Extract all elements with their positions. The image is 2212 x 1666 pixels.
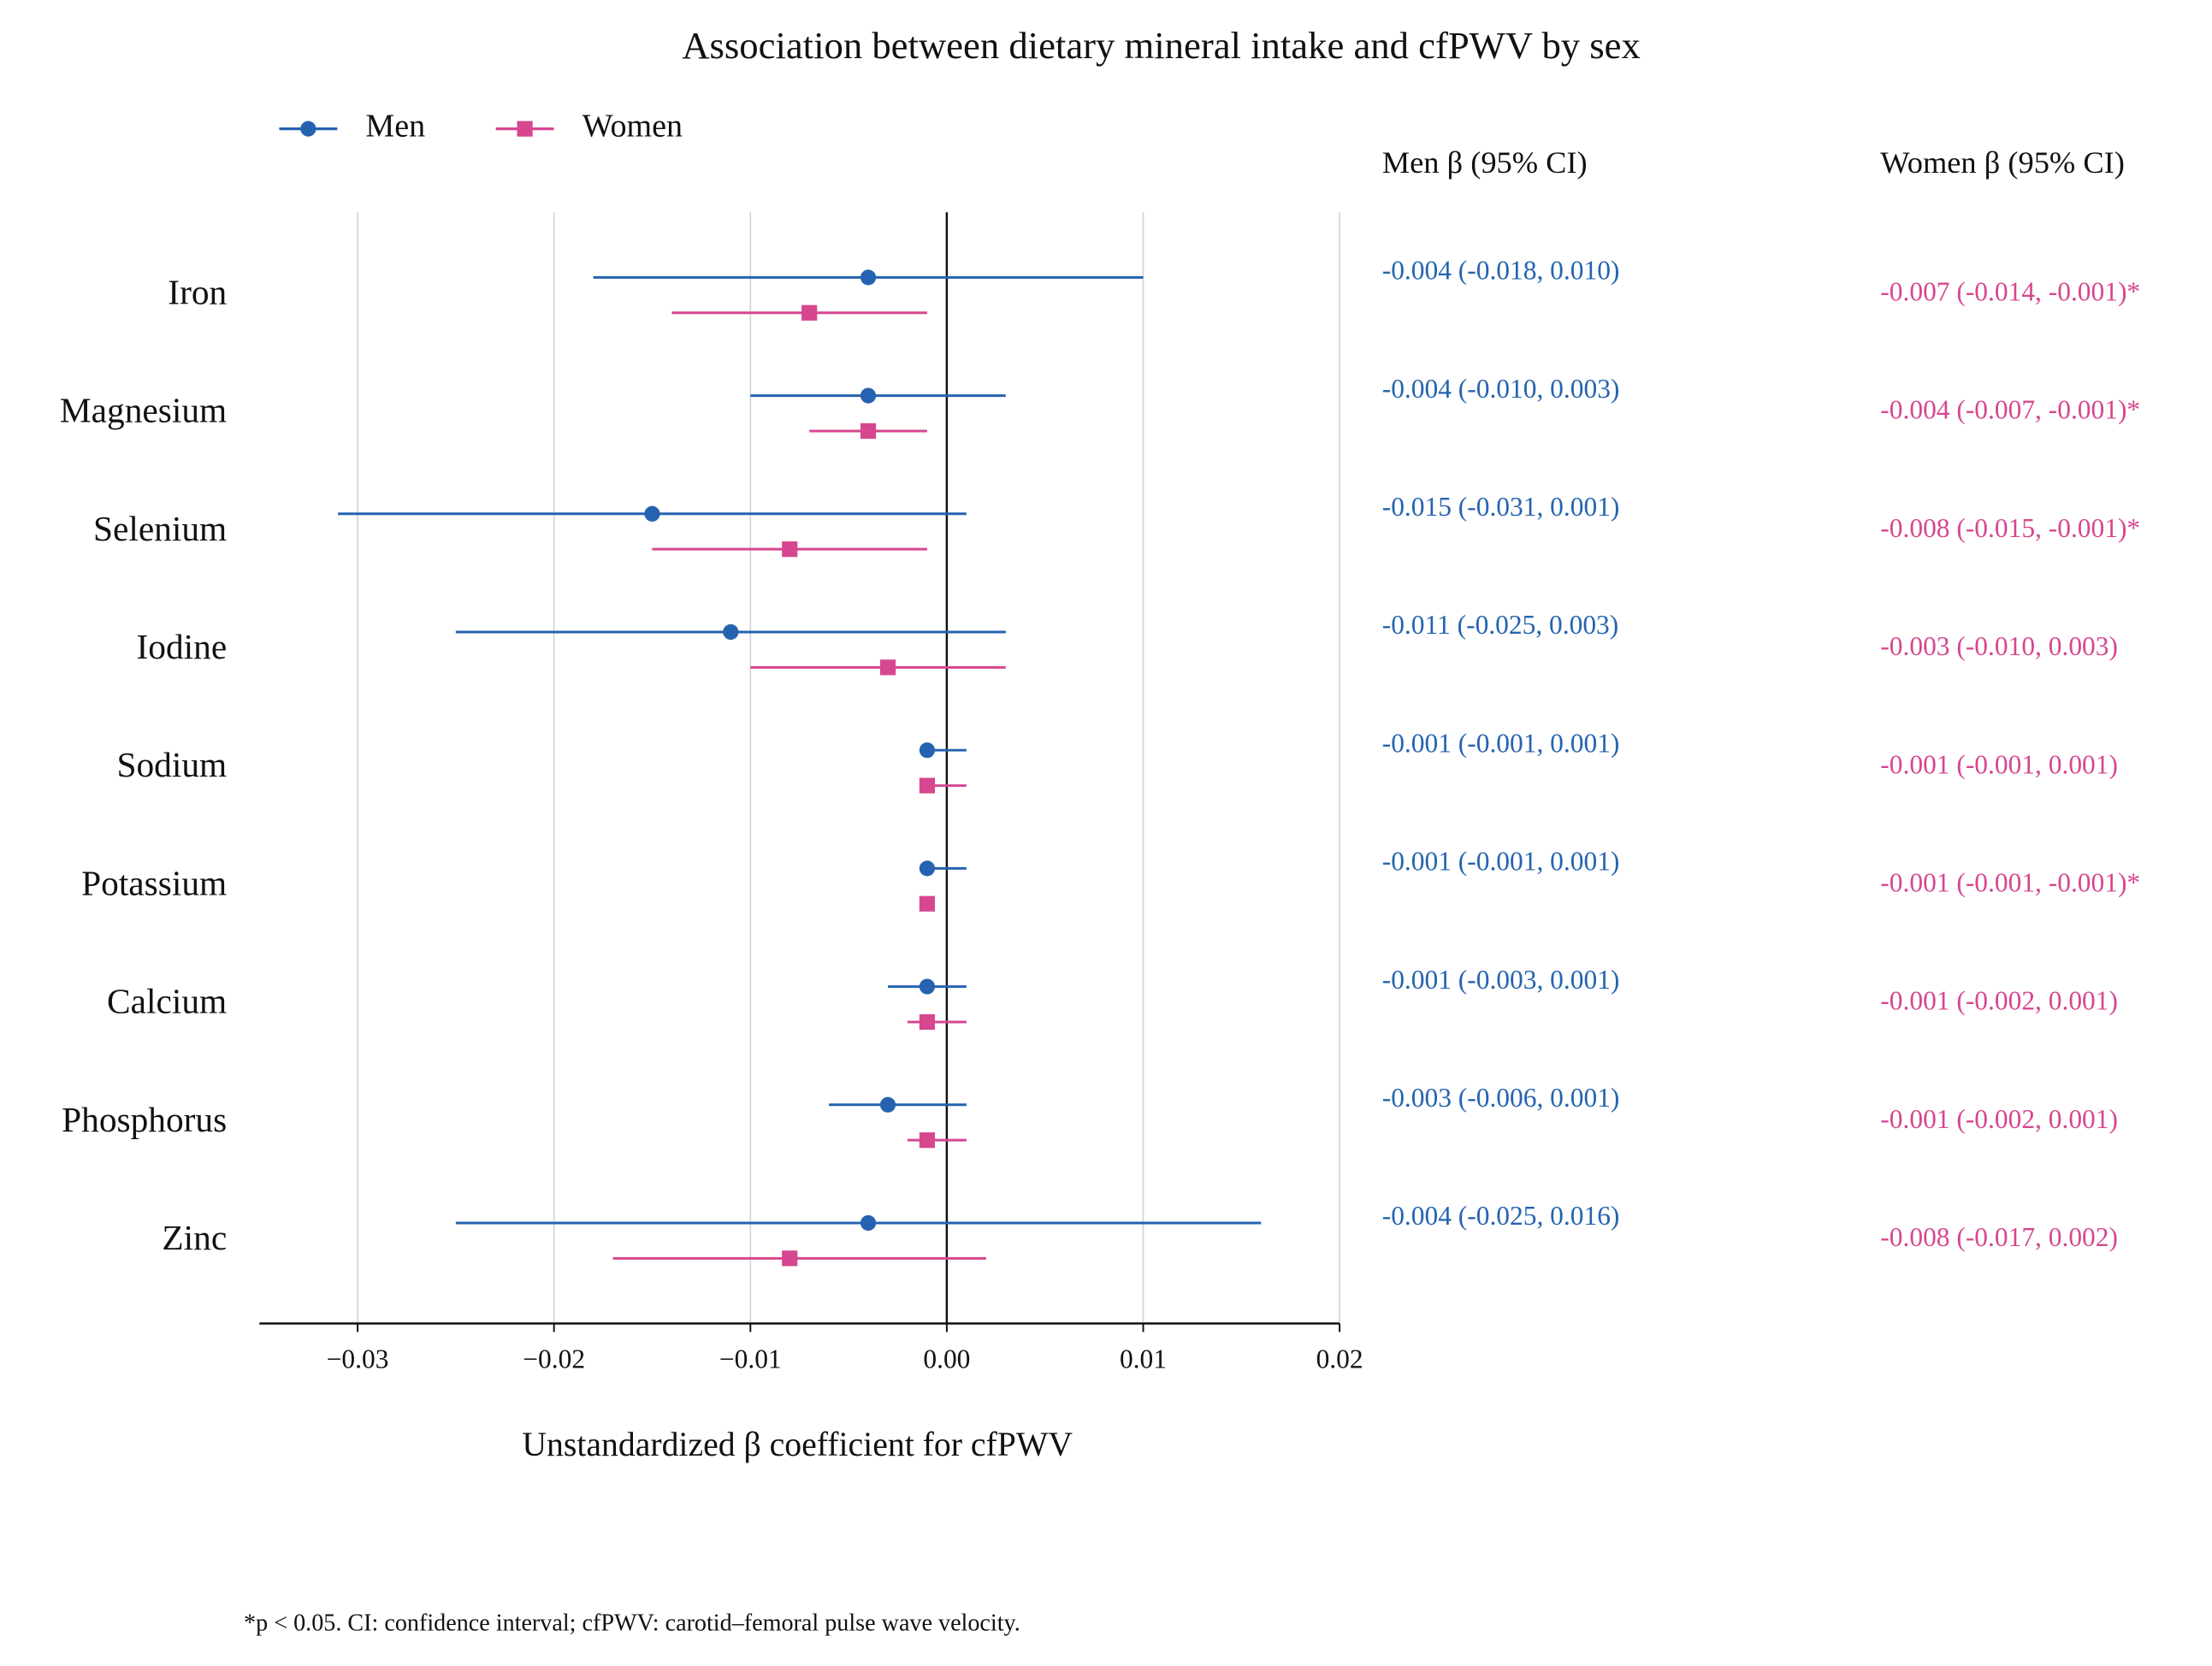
- value-label: -0.001 (-0.001, -0.001)*: [1880, 867, 2140, 897]
- y-tick-label: Sodium: [117, 745, 228, 784]
- value-label: -0.007 (-0.014, -0.001)*: [1880, 276, 2140, 306]
- footnote: *p < 0.05. CI: confidence interval; cfPW…: [244, 1610, 1020, 1636]
- point: [919, 742, 936, 759]
- value-label: -0.015 (-0.031, 0.001): [1382, 492, 1620, 522]
- column-header: Women β (95% CI): [1880, 145, 2125, 180]
- point: [782, 541, 798, 558]
- legend-marker: [300, 121, 316, 137]
- point: [644, 505, 660, 522]
- value-label: -0.008 (-0.015, -0.001)*: [1880, 513, 2140, 543]
- column-header: Men β (95% CI): [1382, 145, 1588, 180]
- value-label: -0.001 (-0.003, 0.001): [1382, 965, 1620, 995]
- point: [919, 777, 936, 794]
- x-tick-label: −0.01: [719, 1344, 782, 1374]
- point: [919, 1013, 936, 1031]
- x-tick-label: −0.02: [523, 1344, 585, 1374]
- y-tick-label: Zinc: [162, 1218, 227, 1257]
- value-label: -0.003 (-0.010, 0.003): [1880, 631, 2118, 661]
- legend-label: Women: [583, 108, 683, 144]
- value-label: -0.004 (-0.007, -0.001)*: [1880, 395, 2140, 425]
- y-tick-label: Potassium: [81, 863, 227, 902]
- value-label: -0.001 (-0.001, 0.001): [1880, 749, 2118, 779]
- point: [879, 659, 896, 676]
- point: [723, 623, 739, 641]
- point: [782, 1250, 798, 1267]
- legend-marker: [517, 121, 533, 137]
- point: [919, 1132, 936, 1149]
- value-label: -0.001 (-0.002, 0.001): [1880, 986, 2118, 1016]
- value-label: -0.004 (-0.025, 0.016): [1382, 1201, 1620, 1231]
- y-tick-label: Selenium: [93, 509, 227, 548]
- y-tick-label: Iron: [168, 272, 227, 311]
- value-label: -0.001 (-0.001, 0.001): [1382, 847, 1620, 877]
- point: [860, 269, 877, 286]
- y-tick-label: Calcium: [107, 982, 227, 1021]
- value-label: -0.001 (-0.001, 0.001): [1382, 728, 1620, 758]
- y-tick-label: Phosphorus: [62, 1100, 227, 1139]
- value-label: -0.008 (-0.017, 0.002): [1880, 1222, 2118, 1252]
- value-label: -0.011 (-0.025, 0.003): [1382, 610, 1619, 640]
- point: [860, 387, 877, 404]
- point: [879, 1096, 896, 1113]
- point: [919, 978, 936, 995]
- x-tick-label: 0.01: [1120, 1344, 1167, 1374]
- point: [919, 895, 936, 912]
- value-label: -0.003 (-0.006, 0.001): [1382, 1083, 1620, 1113]
- point: [919, 860, 936, 877]
- x-tick-label: 0.02: [1316, 1344, 1363, 1374]
- x-axis-label: Unstandardized β coefficient for cfPWV: [522, 1426, 1073, 1463]
- point: [801, 304, 818, 321]
- point: [860, 422, 877, 440]
- value-label: -0.004 (-0.018, 0.010): [1382, 256, 1620, 286]
- legend-label: Men: [365, 108, 425, 144]
- x-tick-label: 0.00: [923, 1344, 970, 1374]
- chart-title: Association between dietary mineral inta…: [682, 24, 1641, 67]
- point: [860, 1214, 877, 1232]
- y-tick-label: Magnesium: [60, 391, 227, 430]
- value-label: -0.001 (-0.002, 0.001): [1880, 1104, 2118, 1134]
- value-label: -0.004 (-0.010, 0.003): [1382, 374, 1620, 404]
- y-tick-label: Iodine: [137, 627, 228, 666]
- x-tick-label: −0.03: [327, 1344, 389, 1374]
